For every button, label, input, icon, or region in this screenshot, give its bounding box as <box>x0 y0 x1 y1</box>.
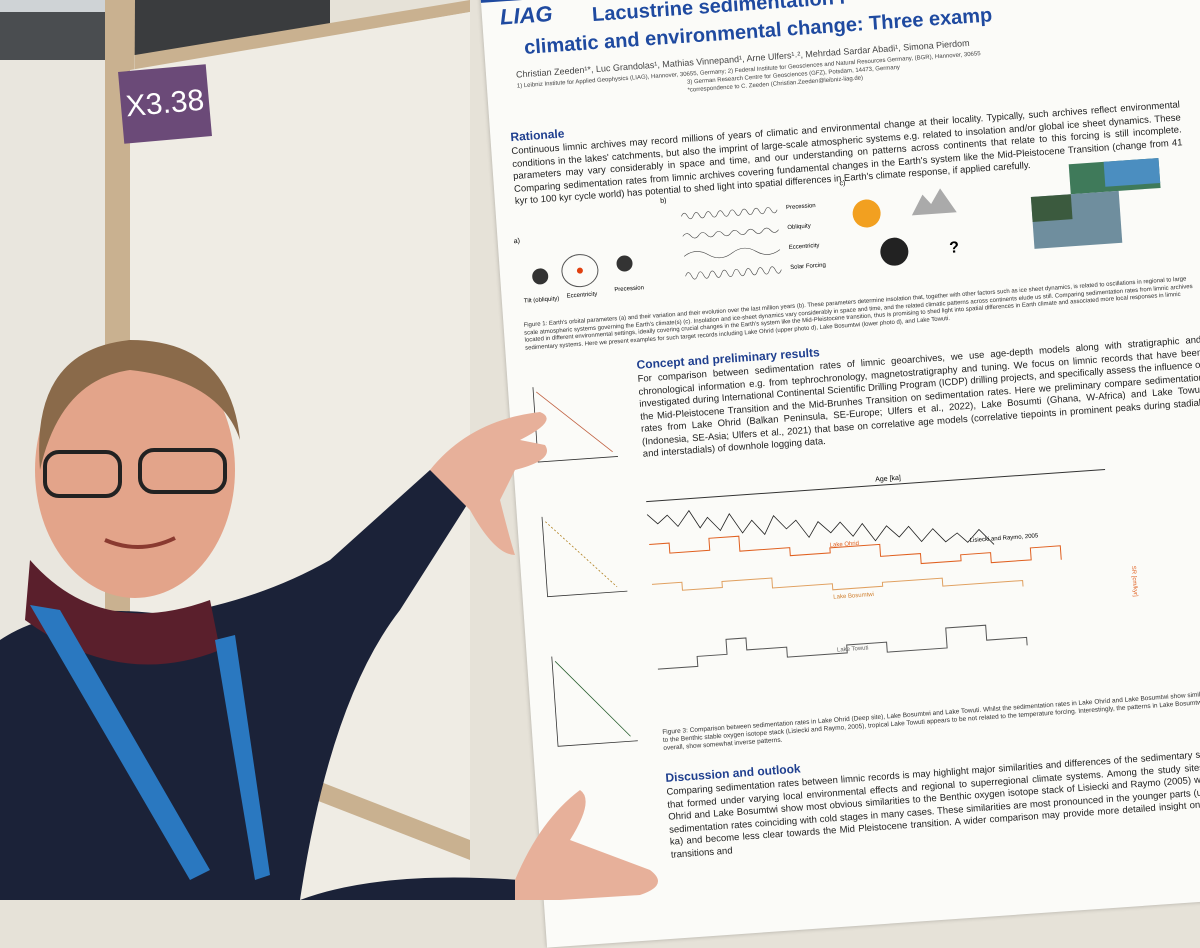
sleeve <box>300 877 520 900</box>
frame-beam <box>135 0 470 70</box>
person <box>0 340 658 900</box>
hand <box>430 412 547 555</box>
figure-2 <box>532 387 638 747</box>
curve-label: Precession <box>786 203 816 211</box>
lake-trees <box>1030 194 1073 222</box>
poster: LIAG Lacustrine sedimentation r climatic… <box>478 0 1200 948</box>
lake-label: Lake Bosumtwi <box>833 592 874 601</box>
sr-curve <box>649 535 1062 565</box>
orbit-icon <box>561 254 599 288</box>
orbital-curves <box>681 207 782 280</box>
orbit-label: Precession <box>614 285 644 293</box>
age-depth-line <box>545 521 618 588</box>
figure-3: Age [ka] Lisiecki and Raymo, 2005 Lake O… <box>646 469 1138 670</box>
reference-label: Lisiecki and Raymo, 2005 <box>970 533 1040 544</box>
question-mark: ? <box>949 239 960 257</box>
frame-rail <box>290 770 470 860</box>
sr-curve <box>651 577 1024 591</box>
window-light <box>0 0 115 12</box>
lake-label: Lake Towuti <box>837 645 869 653</box>
axis-title: SR [cm/kyr] <box>1130 566 1138 598</box>
curve-label: Solar Forcing <box>790 262 826 270</box>
orbit-label: Eccentricity <box>566 291 597 299</box>
axis-title: Age [ka] <box>875 475 901 484</box>
lake-label: Lake Ohrid <box>830 541 860 549</box>
axis <box>551 656 638 747</box>
panel-label: a) <box>513 238 520 245</box>
glasses <box>138 448 227 494</box>
isotope-curve <box>646 509 995 545</box>
age-depth-line <box>554 661 631 737</box>
curve-label: Eccentricity <box>789 243 820 251</box>
sr-curve <box>657 624 1028 670</box>
axis <box>541 516 628 598</box>
orbit-label: Tilt (obliquity) <box>524 296 560 304</box>
lanyard <box>30 605 270 880</box>
sun-icon <box>852 199 881 228</box>
globe-icon <box>880 237 909 266</box>
axis <box>532 387 618 463</box>
smile <box>104 536 176 550</box>
face <box>35 342 235 598</box>
hand <box>515 790 658 900</box>
hair <box>39 340 240 470</box>
glasses <box>43 450 122 498</box>
curve-label: Obliquity <box>787 223 811 231</box>
figure-1: a) b) c) d) Tilt (obliquity) Eccentricit… <box>513 154 1161 305</box>
earth-icon <box>616 255 633 272</box>
sun-icon <box>576 267 583 274</box>
age-depth-line <box>536 391 613 453</box>
lake-water <box>1102 154 1161 187</box>
axis <box>646 469 1106 503</box>
panel-label: b) <box>660 197 667 204</box>
panel-label: c) <box>839 180 845 187</box>
earth-icon <box>532 268 549 285</box>
mountain-icon <box>911 188 957 216</box>
